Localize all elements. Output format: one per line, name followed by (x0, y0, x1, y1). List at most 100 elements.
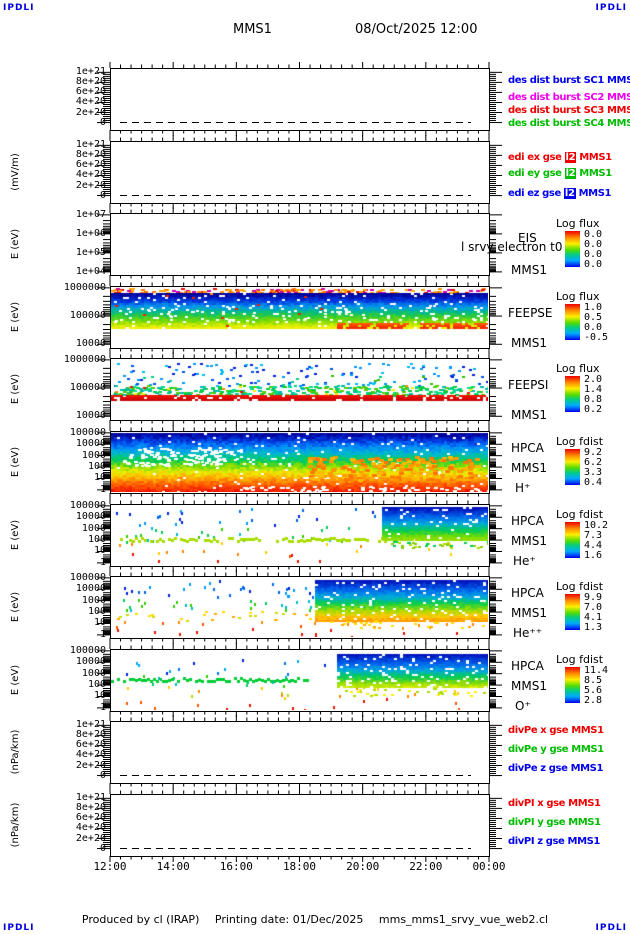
y-tick-label: 100 (87, 461, 106, 473)
legend-part: edi ez gse (508, 188, 564, 200)
colorbar-tick-label: 1.3 (584, 622, 603, 633)
colorbar-gradient (565, 304, 580, 340)
y-tick-label: 1000000 (63, 353, 106, 365)
y-tick-label: 1e+21 (75, 792, 106, 804)
colorbar-gradient (565, 594, 580, 630)
x-tick-label: 22:00 (409, 860, 443, 873)
y-axis-unit-label: E (eV) (10, 446, 21, 478)
colorbar-tick-label: -0.5 (584, 332, 609, 343)
colorbar-tick-label: 0.2 (584, 404, 603, 415)
corner-label-bottom-right: IPDLI (595, 923, 627, 933)
y-tick-label: 4e+20 (75, 169, 106, 181)
y-axis-unit-label: (nPa/km) (10, 802, 21, 848)
y-tick-label: 2e+20 (75, 832, 106, 844)
legend-part: l2 (563, 188, 576, 200)
colorbar-gradient (565, 231, 580, 267)
x-tick-label: 12:00 (93, 860, 127, 873)
y-tick-label: 1 (99, 628, 106, 640)
panel-label-hpca-h-0: HPCA (511, 441, 544, 456)
y-tick-label: 4e+20 (75, 822, 106, 834)
y-tick-label: 6e+20 (75, 86, 106, 98)
y-tick-label: 1 (99, 556, 106, 568)
legend-edi-1: edi ey gse l2 MMS1 (508, 168, 612, 180)
panel-label-hpca-hepp-0: HPCA (511, 586, 544, 601)
y-tick-label: 2e+20 (75, 179, 106, 191)
y-tick-label: 1e+05 (75, 246, 106, 258)
y-tick-label: 10000 (75, 338, 106, 350)
y-tick-label: 0 (99, 116, 106, 128)
y-tick-label: 4e+20 (75, 749, 106, 761)
y-axis-unit-label: E (eV) (10, 228, 21, 260)
y-tick-label: 1e+21 (75, 719, 106, 731)
y-tick-label: 6e+20 (75, 812, 106, 824)
y-tick-label: 1e+04 (75, 265, 106, 277)
panel-label-feepsi-0: FEEPSI (508, 378, 549, 393)
spectrogram-feepse-canvas (111, 287, 488, 347)
y-tick-label: 1000 (81, 449, 106, 461)
colorbar-tick-label: 0.0 (584, 259, 603, 270)
legend-part: edi ey gse (508, 168, 565, 180)
colorbar-tick-label: 4.4 (584, 540, 603, 551)
panel-label-hpca-o-2: O⁺ (515, 699, 531, 714)
y-tick-label: 10 (93, 472, 106, 484)
colorbar-gradient (565, 449, 580, 485)
panel-label-hpca-h-1: MMS1 (511, 461, 547, 476)
panel-label-hpca-he-2: He⁺ (513, 554, 536, 569)
colorbar-tick-label: 0.4 (584, 477, 603, 488)
legend-part: MMS1 (576, 152, 612, 164)
y-tick-label: 10 (93, 545, 106, 557)
colorbar-tick-label: 7.3 (584, 530, 603, 541)
y-tick-label: 1 (99, 483, 106, 495)
legend-part: l2 (564, 168, 577, 180)
colorbar-tick-label: 0.8 (584, 394, 603, 405)
legend-part: MMS1 (575, 188, 612, 200)
x-tick-label: 20:00 (346, 860, 380, 873)
y-axis-unit-label: E (eV) (10, 591, 21, 623)
legend-divpe-0: divPe x gse MMS1 (508, 724, 604, 736)
footer-filename: mms_mms1_srvy_vue_web2.cl (378, 913, 549, 926)
y-tick-label: 10 (93, 690, 106, 702)
y-tick-label: 2e+20 (75, 759, 106, 771)
y-tick-label: 10000 (75, 410, 106, 422)
y-tick-label: 100000 (69, 644, 106, 656)
colorbar-title: Log flux (556, 362, 600, 375)
legend-des-dist-burst-1: des dist burst SC2 MMS2 (508, 91, 630, 103)
legend-part: l2 (564, 152, 577, 164)
panel-label-hpca-h-2: H⁺ (515, 481, 531, 496)
y-tick-label: 100000 (69, 499, 106, 511)
colorbar-title: Log fdist (556, 580, 604, 593)
y-tick-label: 100 (87, 534, 106, 546)
y-tick-label: 10000 (75, 656, 106, 668)
colorbar-tick-label: 10.2 (584, 520, 609, 531)
colorbar-tick-label: 4.1 (584, 612, 603, 623)
y-axis-unit-label: E (eV) (10, 373, 21, 405)
y-axis-unit-label: E (eV) (10, 301, 21, 333)
y-tick-label: 1000000 (63, 281, 106, 293)
colorbar-tick-label: 0.0 (584, 249, 603, 260)
y-tick-label: 1e+21 (75, 66, 106, 78)
spectrogram-hpca-o-canvas (111, 650, 488, 710)
footer-credit: Produced by cl (IRAP) (81, 913, 200, 926)
colorbar-tick-label: 0.0 (584, 229, 603, 240)
panel-label-feepsi-1: MMS1 (511, 408, 547, 423)
colorbar-gradient (565, 667, 580, 703)
x-tick-label: 00:00 (472, 860, 506, 873)
y-tick-label: 6e+20 (75, 739, 106, 751)
panel-label-hpca-o-1: MMS1 (511, 679, 547, 694)
colorbar-tick-label: 1.6 (584, 550, 603, 561)
x-tick-label: 18:00 (282, 860, 317, 873)
page-title: MMS1 (233, 22, 272, 37)
x-tick-label: 14:00 (156, 860, 190, 873)
y-tick-label: 100000 (69, 382, 106, 394)
colorbar-tick-label: 2.8 (584, 695, 603, 706)
y-tick-label: 8e+20 (75, 76, 106, 88)
corner-label-top-left: IPDLI (3, 3, 35, 13)
y-tick-label: 100000 (69, 426, 106, 438)
legend-divpe-2: divPe z gse MMS1 (508, 763, 604, 775)
legend-divpi-1: divPI y gse MMS1 (508, 816, 601, 828)
spectrogram-feepsi-canvas (111, 359, 488, 419)
y-tick-label: 1000 (81, 522, 106, 534)
colorbar-tick-label: 1.4 (584, 384, 603, 395)
y-tick-label: 1 (99, 701, 106, 713)
corner-label-bottom-left: IPDLI (3, 923, 35, 933)
